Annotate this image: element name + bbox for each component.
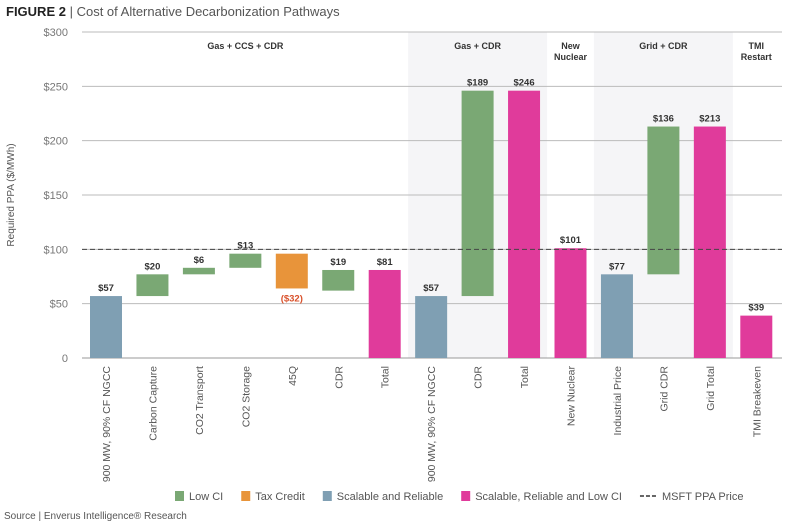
x-tick-label: Grid Total [705,366,717,411]
x-tick-label: CO2 Transport [194,366,206,435]
legend-label: Scalable and Reliable [337,491,443,503]
x-tick-label: Carbon Capture [147,366,159,441]
x-tick-label: New Nuclear [566,366,578,427]
x-tick-label: 900 MW, 90% CF NGCC [426,366,438,483]
data-label: $246 [513,78,534,89]
data-label: $101 [560,235,582,246]
legend-swatch [241,491,251,501]
y-tick-label: $250 [44,81,68,93]
y-tick-label: $200 [44,136,68,148]
y-tick-label: $150 [44,190,68,202]
data-label: $19 [330,257,346,268]
bar [554,248,587,358]
bar [647,126,680,275]
y-axis-label: Required PPA ($/MWh) [6,143,17,246]
data-label: $6 [194,255,205,266]
data-label: ($32) [281,293,303,304]
bar [600,274,633,358]
source-note: Source | Enverus Intelligence® Research [4,511,187,522]
legend-label: Tax Credit [255,491,305,503]
group-label: New [561,41,581,51]
bar [182,267,215,275]
x-tick-label: Industrial Price [612,366,624,436]
y-tick-label: 0 [62,353,68,365]
x-tick-label: CDR [333,366,345,389]
legend-label: Low CI [189,491,223,503]
data-label: $20 [145,261,161,272]
x-tick-label: Total [519,366,531,388]
legend-label: Scalable, Reliable and Low CI [475,491,622,503]
figure-title: FIGURE 2 | Cost of Alternative Decarboni… [6,4,340,19]
x-tick-label: Total [380,366,392,388]
group-label: TMI [749,41,765,51]
bar [275,253,308,289]
group-label: Nuclear [554,52,588,62]
data-label: $136 [653,114,674,125]
x-tick-label: CDR [473,366,485,389]
group-label: Gas + CCS + CDR [207,41,284,51]
data-label: $39 [748,303,764,314]
x-tick-label: Grid CDR [658,366,670,412]
group-label: Gas + CDR [454,41,501,51]
x-tick-label: 45Q [287,366,299,386]
bar [90,296,122,358]
bar [322,269,355,291]
group-label: Grid + CDR [639,41,688,51]
title-separator: | [65,4,77,19]
data-label: $77 [609,261,625,272]
bar [229,253,262,268]
legend-label: MSFT PPA Price [662,491,744,503]
data-label: $13 [237,241,253,252]
data-label: $81 [377,257,394,268]
bar [368,269,401,358]
data-label: $57 [423,283,439,294]
bar [508,90,541,359]
title-text: Cost of Alternative Decarbonization Path… [76,4,340,19]
bar [693,126,726,358]
x-tick-label: TMI Breakeven [751,366,763,437]
y-tick-label: $300 [44,27,68,39]
bar [415,296,448,358]
legend-swatch [175,491,184,501]
x-tick-label: CO2 Storage [240,366,252,427]
data-label: $189 [467,78,488,89]
group-label: Restart [741,52,772,62]
legend-swatch [322,491,332,501]
data-label: $213 [699,114,720,125]
figure-number: FIGURE 2 [6,4,66,19]
y-tick-label: $50 [50,299,68,311]
bar [136,274,169,297]
x-tick-label: 900 MW, 90% CF NGCC [101,366,113,483]
legend-swatch [461,491,471,501]
bar [740,315,773,358]
y-tick-label: $100 [44,244,68,256]
bar [461,90,494,297]
data-label: $57 [98,283,114,294]
